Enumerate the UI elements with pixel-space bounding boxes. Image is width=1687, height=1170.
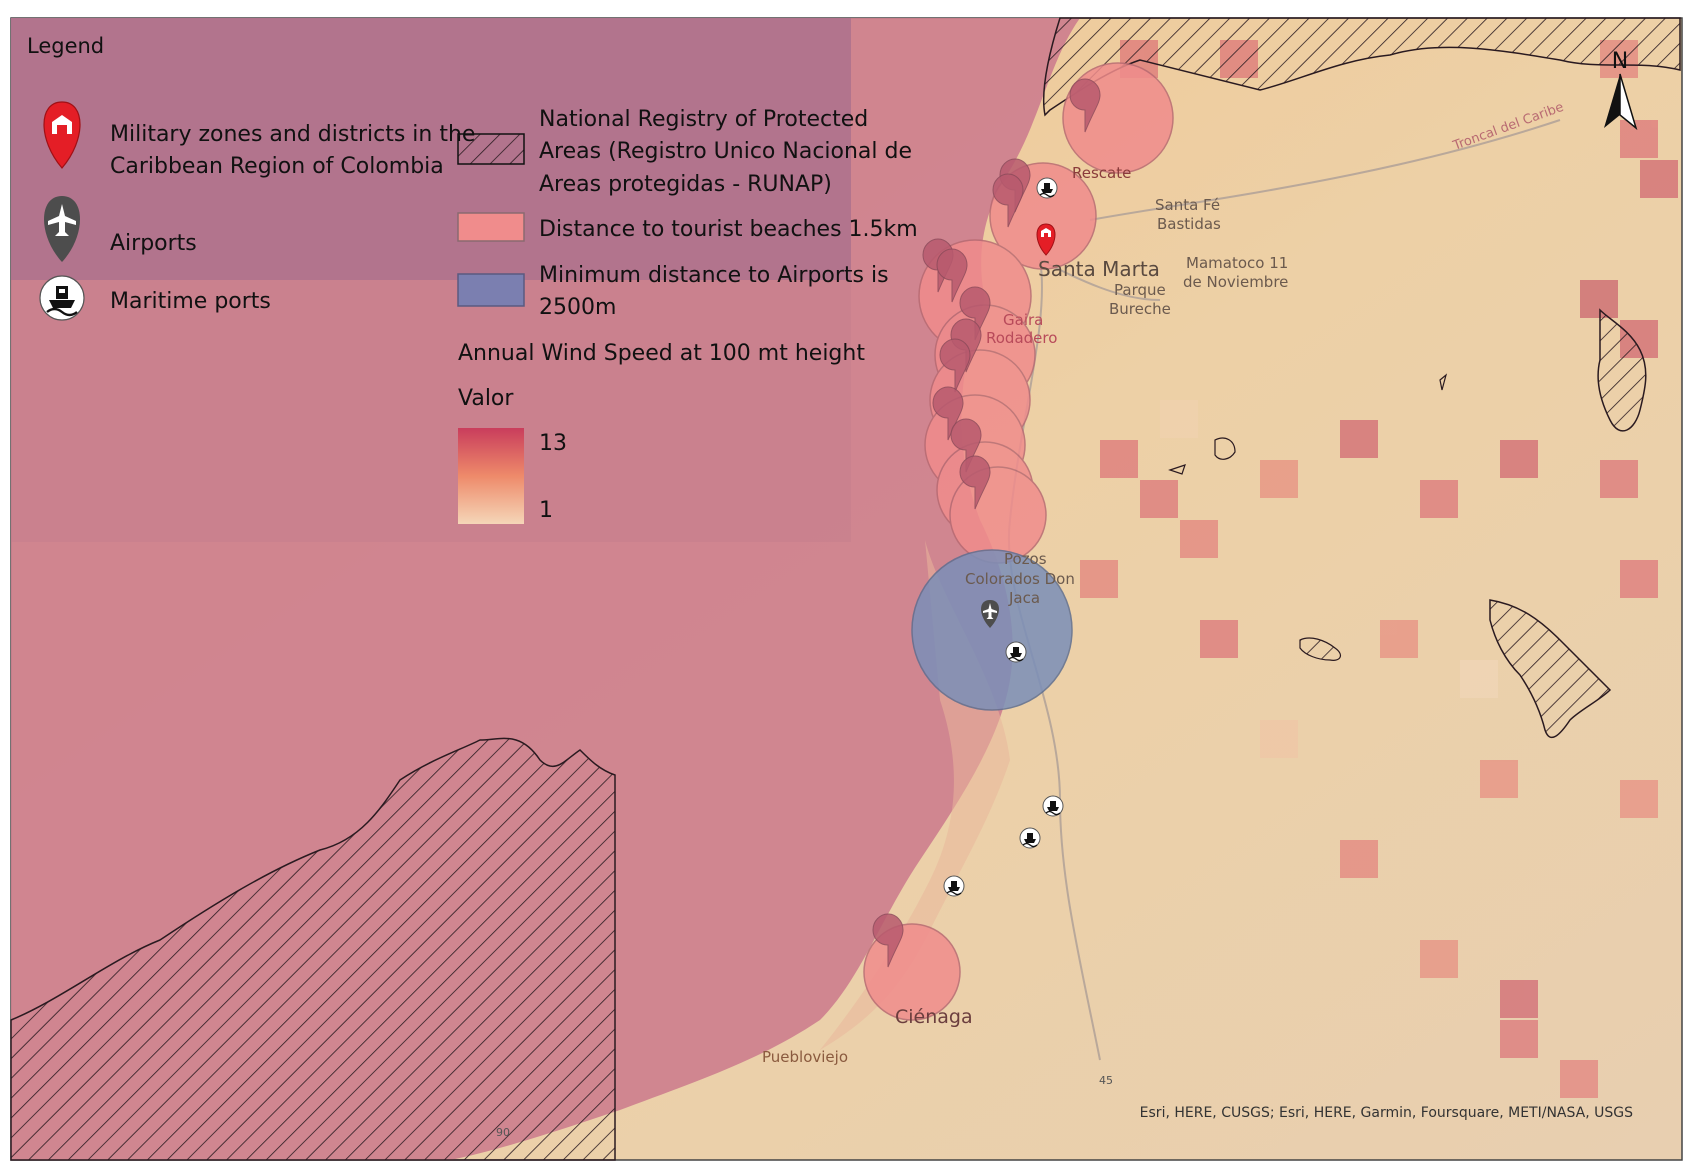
place-parque: Parque [1114,281,1166,299]
legend-military-line1: Military zones and districts in the [110,122,475,147]
legend-military-line2: Caribbean Region of Colombia [110,154,444,179]
legend-runap-line1: National Registry of Protected [539,107,868,132]
protected-area-small-4 [1439,373,1448,391]
protected-area-southwest [10,737,616,1161]
place-colorados: Colorados Don [965,570,1075,588]
legend-beaches-swatch [457,212,525,242]
airport-legend-icon [44,196,80,262]
legend-airports: Airports [110,231,197,256]
legend: Legend Military zones and districts in t… [27,34,918,524]
legend-airport-dist-line1: Minimum distance to Airports is [539,263,889,288]
port-legend-icon [39,275,85,321]
port-icon [1042,795,1064,817]
protected-area-small-3 [1168,464,1186,475]
legend-runap-line2: Areas (Registro Unico Nacional de [539,139,912,164]
attribution: Esri, HERE, CUSGS; Esri, HERE, Garmin, F… [1140,1105,1633,1121]
port-icon [1019,827,1041,849]
protected-area-east-1 [1597,308,1647,432]
legend-ramp-max: 13 [539,431,567,456]
legend-runap-swatch [457,133,525,165]
north-arrow-right [1619,73,1638,131]
protected-area-small-1 [1299,637,1342,661]
protected-area-small-2 [1214,437,1236,460]
place-rodadero: Rodadero [986,329,1057,347]
legend-airport-dist-line2: 2500m [539,295,616,320]
place-cienaga: Ciénaga [895,1006,973,1028]
place-pozos: Pozos [1004,550,1047,568]
north-arrow: N [1604,49,1638,131]
legend-beaches: Distance to tourist beaches 1.5km [539,217,918,242]
north-arrow-label: N [1612,49,1628,74]
legend-panel-lower [11,280,851,542]
place-bastidas: Bastidas [1157,215,1221,233]
port-icon [1005,641,1027,663]
place-jaca: Jaca [1008,589,1040,607]
legend-title: Legend [27,34,104,58]
legend-panel-upper [11,18,851,280]
route-45: 45 [1099,1074,1113,1087]
protected-area-north [1042,17,1681,117]
place-gaira: Gaira [1003,311,1043,329]
port-icon [943,875,965,897]
place-santa-marta: Santa Marta [1038,257,1160,281]
airport-pin [981,600,999,628]
military-zone-icon [43,101,81,169]
place-puebloviejo: Puebloviejo [762,1048,848,1066]
place-bureche: Bureche [1109,300,1171,318]
legend-runap-line3: Areas protegidas - RUNAP) [539,172,832,197]
airport-buffer [911,549,1073,711]
military-zone-pin [1036,223,1056,256]
port-icon [1036,177,1058,199]
legend-wind-title: Annual Wind Speed at 100 mt height [458,341,865,366]
north-arrow-left [1604,74,1620,128]
legend-ports: Maritime ports [110,289,271,314]
protected-area-east-2 [1489,599,1612,739]
place-mamatoco: Mamatoco 11 [1186,254,1288,272]
legend-wind-ramp [458,428,524,524]
route-90: 90 [496,1126,510,1139]
legend-airport-buffer-swatch [457,273,525,307]
place-rescate: Rescate [1072,164,1131,182]
legend-valor: Valor [458,386,514,411]
legend-ramp-min: 1 [539,498,553,523]
place-santa-fe: Santa Fé [1155,196,1220,214]
place-noviembre: de Noviembre [1183,273,1288,291]
